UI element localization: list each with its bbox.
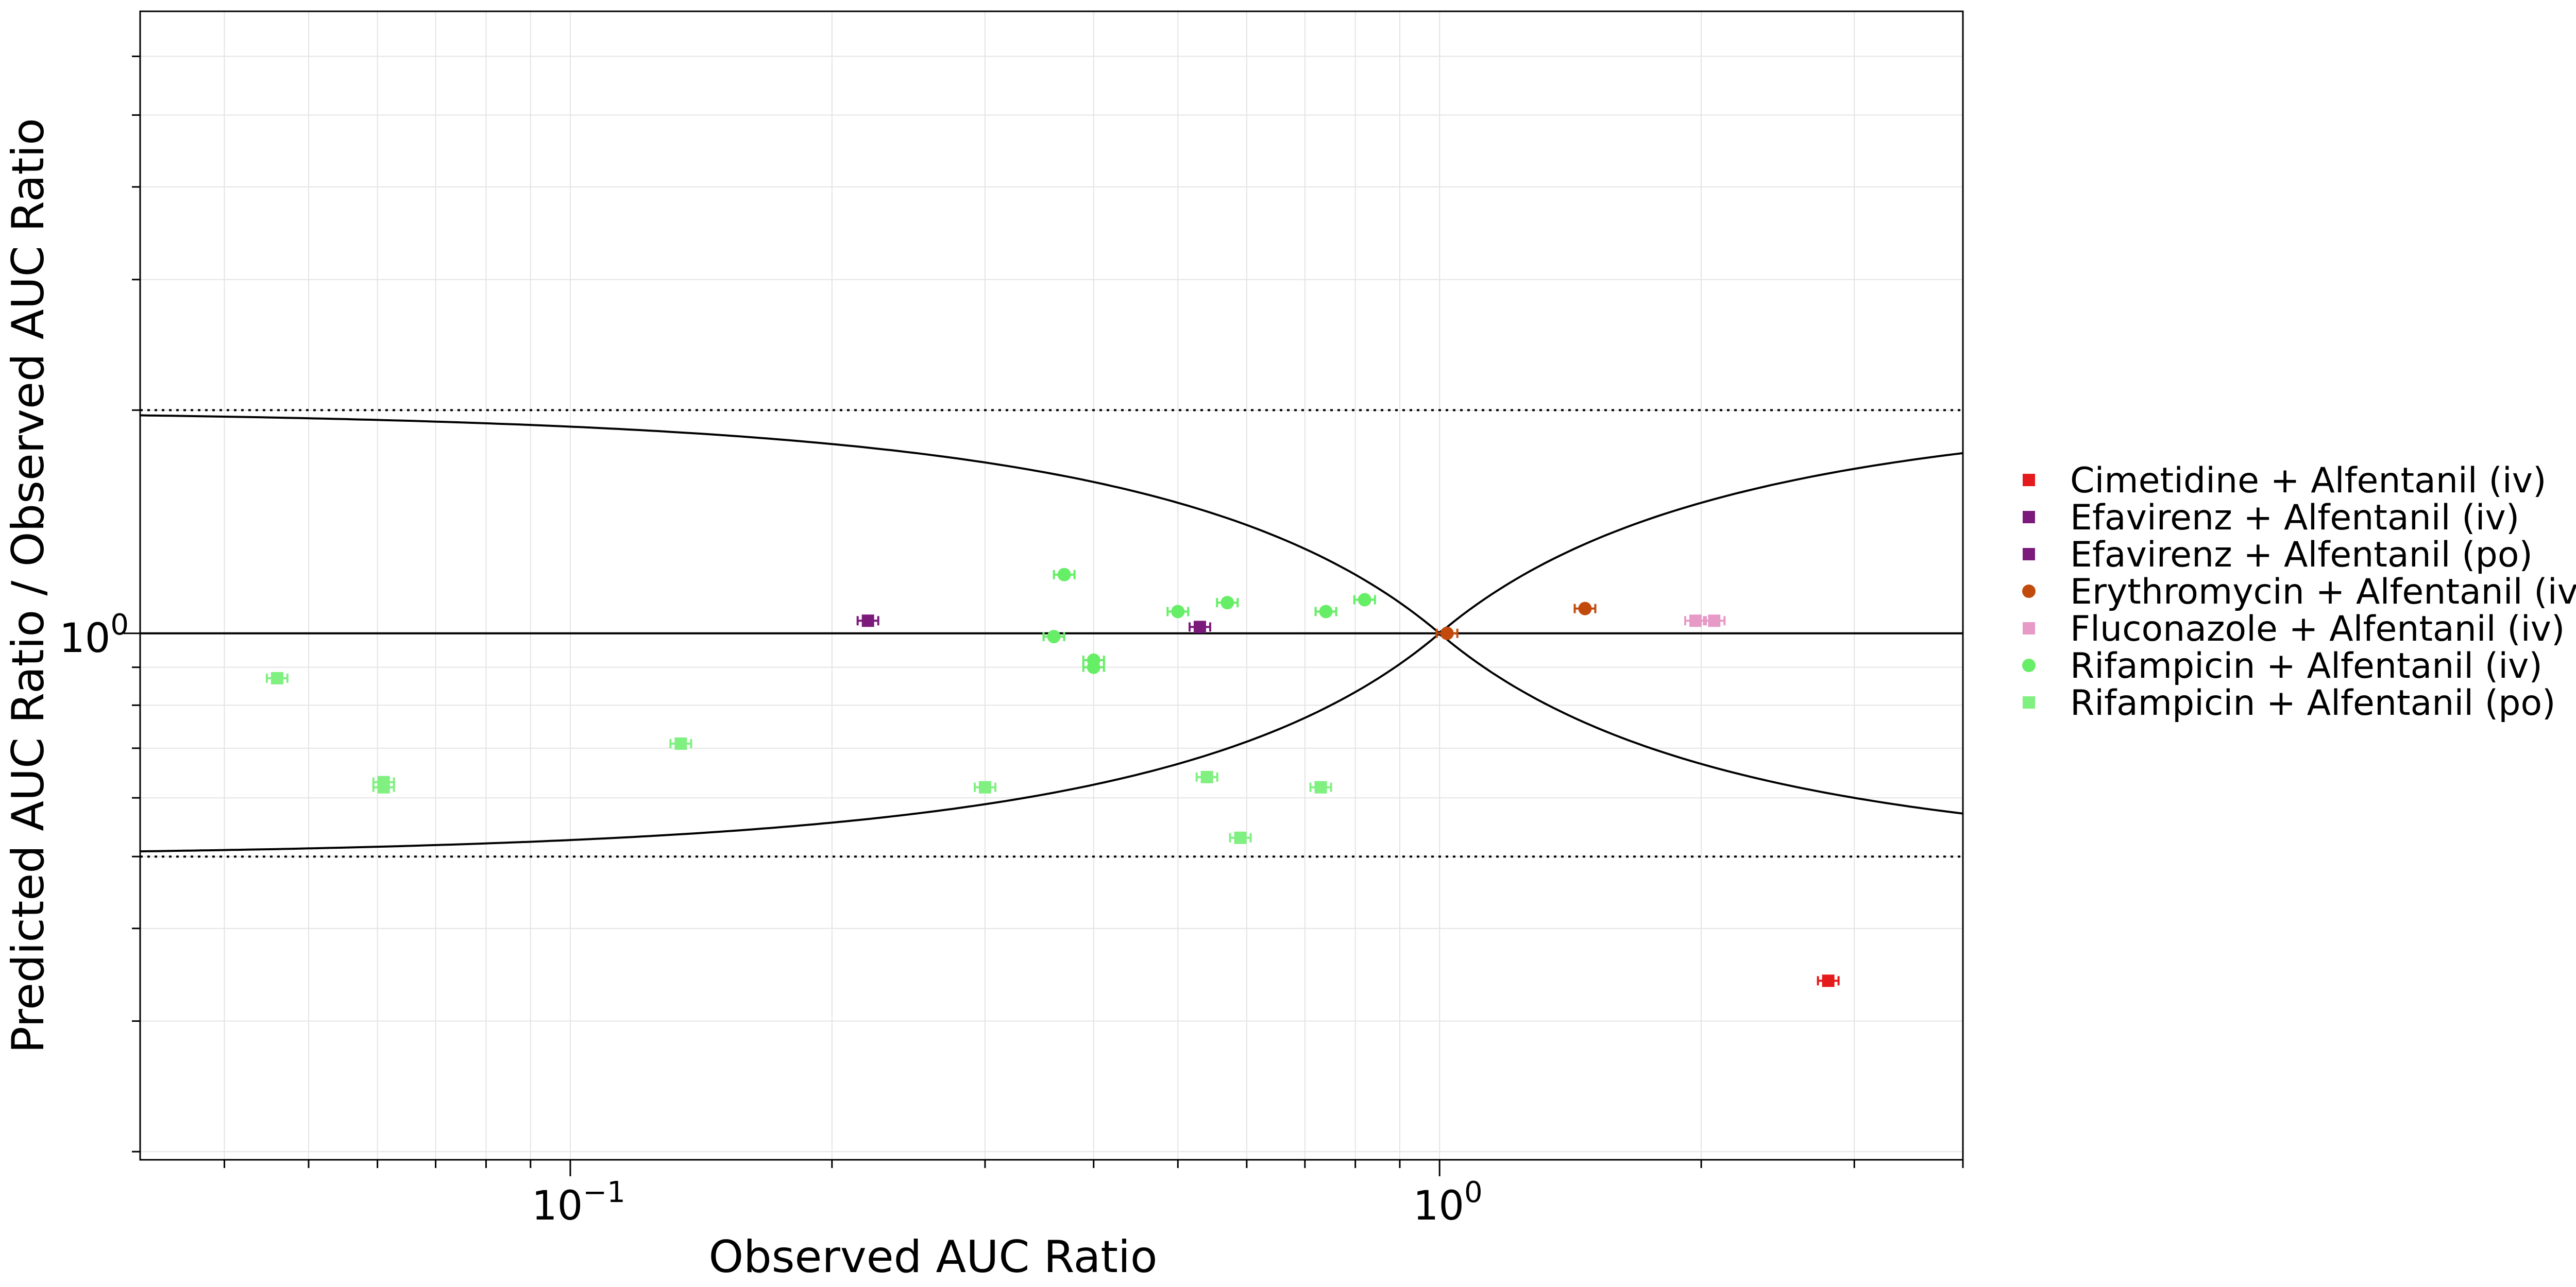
- y-tick-label: 100: [59, 608, 129, 662]
- legend: Cimetidine + Alfentanil (iv)Efavirenz + …: [2022, 460, 2576, 724]
- axis-ticks: 10−1 100 100: [59, 55, 1964, 1229]
- data-point: [861, 614, 874, 627]
- series-5: [1042, 568, 1376, 674]
- legend-marker: [2023, 474, 2035, 486]
- series-3: [1435, 602, 1597, 640]
- data-point: [1234, 831, 1247, 844]
- series-6: [265, 672, 1332, 844]
- legend-marker: [2023, 696, 2035, 709]
- legend-item: Efavirenz + Alfentanil (po): [2023, 535, 2533, 575]
- data-point: [1047, 630, 1061, 644]
- legend-label: Fluconazole + Alfentanil (iv): [2070, 609, 2565, 649]
- legend-label: Cimetidine + Alfentanil (iv): [2070, 460, 2547, 501]
- legend-label: Efavirenz + Alfentanil (iv): [2070, 497, 2519, 538]
- legend-marker: [2022, 659, 2036, 672]
- x-tick-label: 100: [1413, 1176, 1483, 1229]
- series-1: [856, 614, 879, 627]
- data-point: [1221, 596, 1234, 610]
- series-2: [1188, 621, 1211, 633]
- legend-item: Efavirenz + Alfentanil (iv): [2023, 497, 2519, 538]
- data-point: [978, 781, 991, 794]
- legend-marker: [2023, 622, 2035, 634]
- legend-label: Rifampicin + Alfentanil (po): [2070, 683, 2556, 724]
- data-point: [1087, 660, 1100, 674]
- data-point: [1193, 621, 1206, 633]
- data-point: [1200, 770, 1213, 783]
- data-point: [1171, 605, 1185, 619]
- legend-item: Cimetidine + Alfentanil (iv): [2023, 460, 2547, 501]
- y-axis-title: Predicted AUC Ratio / Observed AUC Ratio: [3, 118, 54, 1053]
- plot-frame: [139, 10, 1964, 1161]
- reference-lines: [140, 409, 1963, 858]
- data-point: [1440, 626, 1454, 640]
- data-point: [1689, 614, 1702, 627]
- legend-label: Efavirenz + Alfentanil (po): [2070, 535, 2533, 575]
- x-tick-label: 10−1: [532, 1176, 625, 1229]
- data-point: [377, 781, 390, 794]
- data-point: [1319, 605, 1333, 619]
- legend-item: Rifampicin + Alfentanil (iv): [2022, 646, 2543, 687]
- legend-label: Rifampicin + Alfentanil (iv): [2070, 646, 2543, 687]
- legend-item: Fluconazole + Alfentanil (iv): [2023, 609, 2565, 649]
- data-point: [1822, 974, 1835, 987]
- data-point: [674, 737, 687, 750]
- data-points: [265, 568, 1840, 987]
- guest-limit-lower: [140, 632, 1963, 853]
- legend-marker: [2022, 585, 2036, 598]
- data-point: [1358, 593, 1371, 607]
- legend-marker: [2023, 548, 2035, 560]
- series-4: [1684, 614, 1726, 627]
- data-point: [1057, 568, 1071, 581]
- guest-limit-upper: [140, 414, 1963, 634]
- series-0: [1817, 974, 1840, 987]
- legend-label: Erythromycin + Alfentanil (iv): [2070, 572, 2576, 612]
- legend-item: Rifampicin + Alfentanil (po): [2023, 683, 2556, 724]
- x-axis-title: Observed AUC Ratio: [708, 1231, 1157, 1283]
- legend-marker: [2023, 511, 2035, 523]
- data-point: [1314, 781, 1327, 794]
- data-point: [270, 672, 283, 684]
- data-point: [1578, 602, 1592, 615]
- legend-item: Erythromycin + Alfentanil (iv): [2022, 572, 2576, 612]
- data-point: [1708, 614, 1721, 627]
